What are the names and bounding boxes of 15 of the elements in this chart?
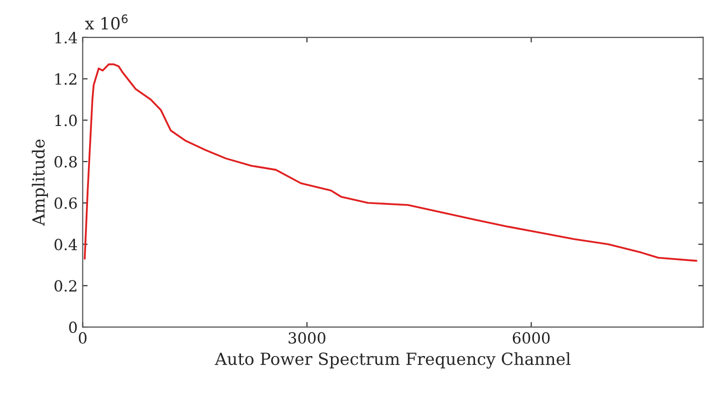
y-tick-label: 0.4: [54, 238, 78, 250]
y-tick-label: 1.0: [55, 114, 77, 126]
y-tick-label: 0.8: [54, 156, 77, 168]
y-tick-label: 1.4: [55, 32, 78, 44]
y-axis-title: Amplitude: [32, 139, 48, 226]
line-series: [84, 63, 698, 262]
y-tick-label: 0.6: [54, 197, 77, 209]
x-axis-title: Auto Power Spectrum Frequency Channel: [214, 352, 570, 369]
y-tick-label: 0: [69, 321, 77, 334]
y-tick-label: 1.2: [55, 73, 76, 85]
x-tick-label: 6000: [512, 332, 550, 344]
x-tick-label: 0: [78, 332, 87, 344]
x-tick-label: 3000: [288, 332, 326, 344]
y-tick-label: 0.2: [54, 280, 76, 292]
text: x 10$^{6}$: [85, 14, 128, 30]
